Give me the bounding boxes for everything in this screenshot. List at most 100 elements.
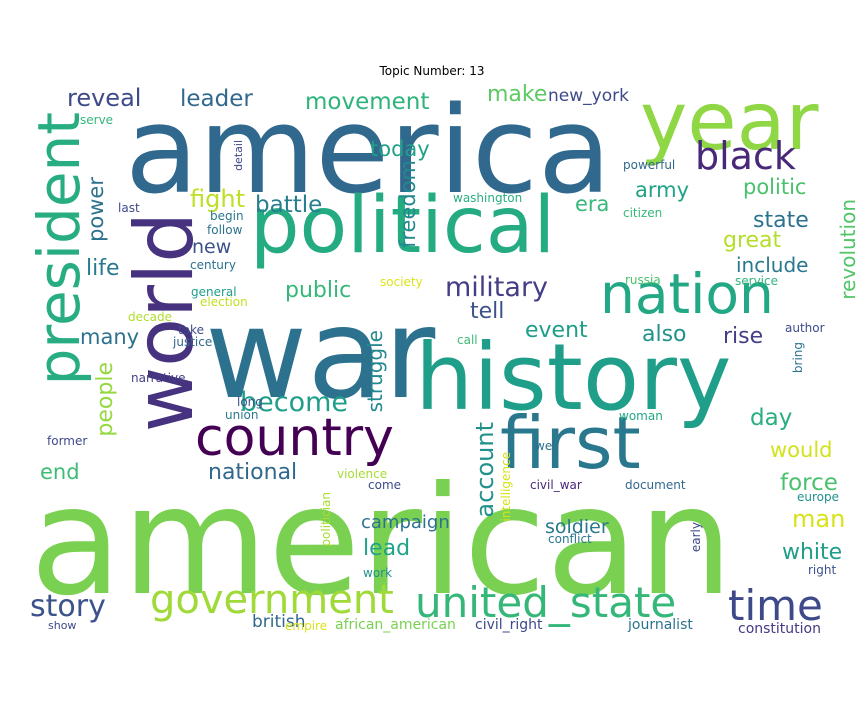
cloud-word-author: author	[785, 321, 825, 335]
cloud-word-era: era	[575, 192, 610, 216]
cloud-word-document: document	[625, 478, 686, 492]
cloud-word-military: military	[445, 272, 549, 303]
cloud-word-take: take	[178, 323, 204, 337]
cloud-word-great: great	[723, 228, 782, 253]
cloud-word-time: time	[728, 581, 823, 630]
cloud-word-end: end	[40, 460, 80, 484]
cloud-word-early: early	[689, 522, 703, 553]
cloud-word-new: new	[192, 236, 232, 258]
cloud-word-united-state: united_state	[415, 578, 677, 627]
cloud-word-government: government	[150, 577, 394, 623]
cloud-word-political: political	[250, 181, 556, 271]
cloud-word-american: american	[30, 455, 734, 629]
cloud-word-lead: lead	[363, 536, 411, 561]
cloud-word-include: include	[736, 253, 809, 277]
cloud-word-russia: russia	[625, 273, 661, 287]
cloud-word-washington: washington	[453, 191, 523, 205]
cloud-word-woman: woman	[619, 409, 663, 423]
cloud-word-account: account	[471, 422, 499, 518]
cloud-word-civil-right: civil_right	[475, 617, 543, 633]
cloud-word-many: many	[80, 325, 140, 349]
cloud-word-public: public	[285, 278, 352, 303]
cloud-word-reveal: reveal	[67, 84, 142, 112]
word-cloud: american america war history political year wo…	[30, 82, 860, 642]
cloud-word-century: century	[190, 258, 236, 272]
cloud-word-journalist: journalist	[628, 617, 693, 633]
cloud-word-history: history	[415, 324, 732, 431]
cloud-word-power: power	[84, 177, 108, 242]
cloud-word-follow: follow	[207, 223, 243, 237]
cloud-word-soldier: soldier	[545, 516, 609, 538]
cloud-word-war: war	[205, 282, 436, 427]
cloud-word-right: right	[808, 563, 837, 577]
cloud-word-rise: rise	[723, 324, 764, 349]
cloud-word-new-york: new_york	[548, 86, 629, 106]
cloud-word-movement: movement	[305, 89, 430, 115]
cloud-word-narrative: narrative	[131, 371, 186, 385]
cloud-word-army: army	[635, 178, 690, 202]
cloud-word-campaign: campaign	[361, 512, 450, 533]
cloud-word-country: country	[195, 408, 394, 468]
cloud-word-call: call	[457, 333, 478, 347]
cloud-word-intelligence: intelligence	[499, 452, 513, 522]
cloud-word-detail: detail	[232, 140, 245, 171]
cloud-word-powerful: powerful	[623, 158, 676, 172]
cloud-word-civil-war: civil_war	[530, 478, 582, 492]
cloud-word-serve: serve	[80, 113, 114, 127]
cloud-word-last: last	[118, 201, 140, 215]
cloud-word-conflict: conflict	[548, 532, 592, 546]
cloud-word-well: well	[535, 439, 559, 453]
cloud-word-begin: begin	[210, 209, 244, 223]
cloud-word-bring: bring	[791, 342, 805, 374]
cloud-word-african-american: african_american	[335, 617, 456, 633]
cloud-word-justice: justice	[173, 335, 213, 349]
cloud-word-citizen: citizen	[623, 206, 663, 220]
cloud-word-decade: decade	[128, 310, 172, 324]
cloud-word-national: national	[208, 460, 298, 485]
cloud-word-violence: violence	[337, 467, 388, 481]
cloud-word-story: story	[30, 589, 106, 624]
cloud-word-leader: leader	[180, 86, 253, 112]
cloud-word-first: first	[500, 401, 641, 485]
cloud-word-force: force	[780, 470, 838, 496]
cloud-word-long: long	[237, 395, 263, 409]
cloud-word-man: man	[792, 505, 846, 533]
cloud-word-battle: battle	[255, 192, 323, 218]
cloud-word-revolution: revolution	[836, 199, 860, 300]
cloud-word-also: also	[642, 322, 687, 347]
cloud-word-today: today	[370, 137, 430, 161]
cloud-word-struggle: struggle	[363, 330, 387, 413]
cloud-word-people: people	[93, 362, 118, 437]
cloud-word-show: show	[48, 619, 77, 632]
cloud-word-constitution: constitution	[738, 621, 821, 637]
cloud-word-society: society	[380, 275, 423, 289]
cloud-word-election: election	[200, 295, 248, 309]
cloud-word-politic: politic	[743, 175, 807, 199]
cloud-word-year: year	[640, 82, 819, 168]
cloud-word-life: life	[86, 256, 120, 281]
cloud-word-union: union	[225, 408, 259, 422]
cloud-word-black: black	[695, 134, 796, 178]
cloud-word-service: service	[735, 274, 778, 288]
cloud-word-become: become	[240, 387, 349, 418]
cloud-word-state: state	[753, 208, 809, 233]
cloud-word-come: come	[368, 478, 402, 492]
cloud-word-would: would	[770, 438, 833, 462]
cloud-word-former: former	[47, 434, 88, 448]
cloud-word-europe: europe	[797, 490, 839, 504]
cloud-word-nation: nation	[600, 262, 774, 326]
cloud-word-general: general	[191, 285, 237, 299]
chart-title: Topic Number: 13	[379, 64, 485, 78]
cloud-word-tell: tell	[470, 299, 505, 324]
cloud-word-fight: fight	[190, 185, 245, 213]
cloud-word-day: day	[750, 405, 793, 431]
cloud-word-empire: empire	[285, 619, 328, 633]
cloud-word-america: america	[125, 82, 612, 221]
cloud-word-make: make	[487, 82, 548, 107]
cloud-word-british: british	[252, 612, 306, 632]
cloud-word-politician: politician	[319, 492, 333, 547]
cloud-word-freedom: freedom	[396, 160, 420, 249]
cloud-word-white: white	[782, 540, 843, 565]
cloud-word-event: event	[525, 318, 588, 343]
cloud-word-work: work	[363, 566, 393, 580]
